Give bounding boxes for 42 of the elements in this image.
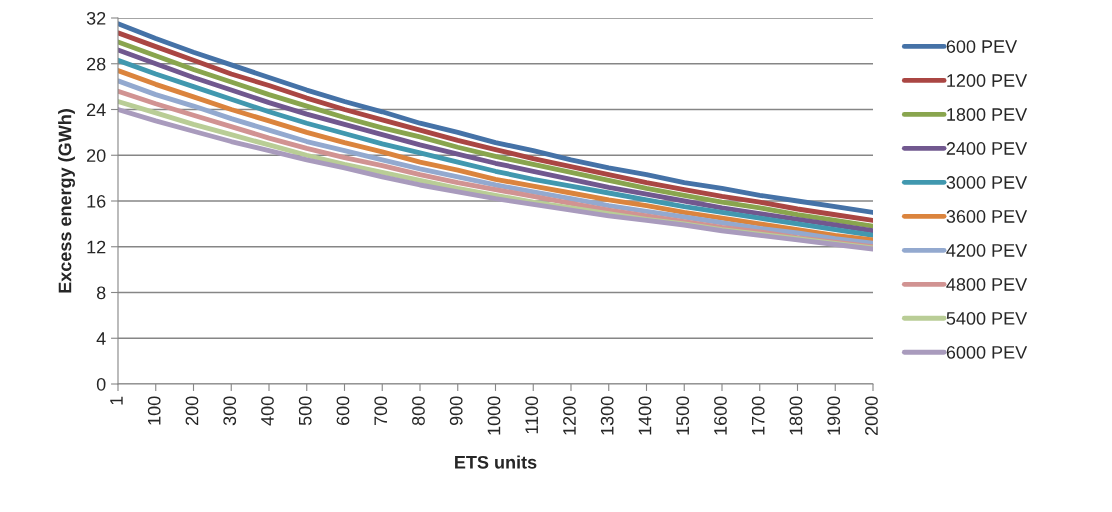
x-tick-label: 1300 xyxy=(600,396,614,435)
legend-label: 4800 PEV xyxy=(946,278,1028,291)
y-tick-label: 8 xyxy=(96,286,106,300)
x-tick-label: 400 xyxy=(261,396,274,426)
x-tick-label: 2000 xyxy=(865,396,878,436)
x-tick-label: 600 xyxy=(336,396,350,426)
x-tick-label: 1 xyxy=(110,396,123,405)
y-tick-label: 24 xyxy=(87,103,106,117)
y-tick-label: 28 xyxy=(87,57,106,71)
x-tick-label: 800 xyxy=(412,396,425,426)
x-tick-label: 100 xyxy=(147,396,161,425)
x-tick-label: 1800 xyxy=(789,396,803,435)
y-tick-label: 32 xyxy=(86,11,106,25)
legend-label: 3600 PEV xyxy=(946,210,1028,223)
legend-label: 1800 PEV xyxy=(947,108,1028,121)
legend-label: 1200 PEV xyxy=(947,74,1028,87)
legend-label: 5400 PEV xyxy=(946,312,1028,325)
legend-label: 2400 PEV xyxy=(946,142,1028,155)
y-tick-label: 0 xyxy=(96,377,106,391)
x-tick-label: 500 xyxy=(298,396,312,426)
x-tick-label: 1400 xyxy=(638,396,652,435)
y-axis-title: Excess energy (GWh) xyxy=(58,109,75,293)
legend-label: 600 PEV xyxy=(946,40,1018,53)
x-tick-label: 1200 xyxy=(563,396,576,435)
x-tick-label: 1000 xyxy=(487,396,501,435)
y-tick-label: 4 xyxy=(96,332,106,345)
legend-label: 3000 PEV xyxy=(946,176,1028,189)
x-tick-label: 700 xyxy=(374,396,388,425)
y-tick-label: 16 xyxy=(87,194,106,208)
legend-label: 4200 PEV xyxy=(946,244,1028,257)
y-tick-label: 12 xyxy=(87,240,106,254)
x-tick-label: 1500 xyxy=(676,396,690,435)
x-tick-label: 1700 xyxy=(751,396,765,435)
x-tick-label: 900 xyxy=(449,396,463,426)
x-tick-label: 200 xyxy=(185,396,199,426)
legend-label: 6000 PEV xyxy=(946,345,1028,359)
x-axis-title: ETS units xyxy=(455,455,537,469)
x-tick-label: 1600 xyxy=(714,396,727,435)
x-tick-label: 1900 xyxy=(827,396,841,435)
y-tick-label: 20 xyxy=(87,149,106,162)
x-tick-label: 1100 xyxy=(525,396,539,434)
x-tick-label: 300 xyxy=(223,396,237,426)
